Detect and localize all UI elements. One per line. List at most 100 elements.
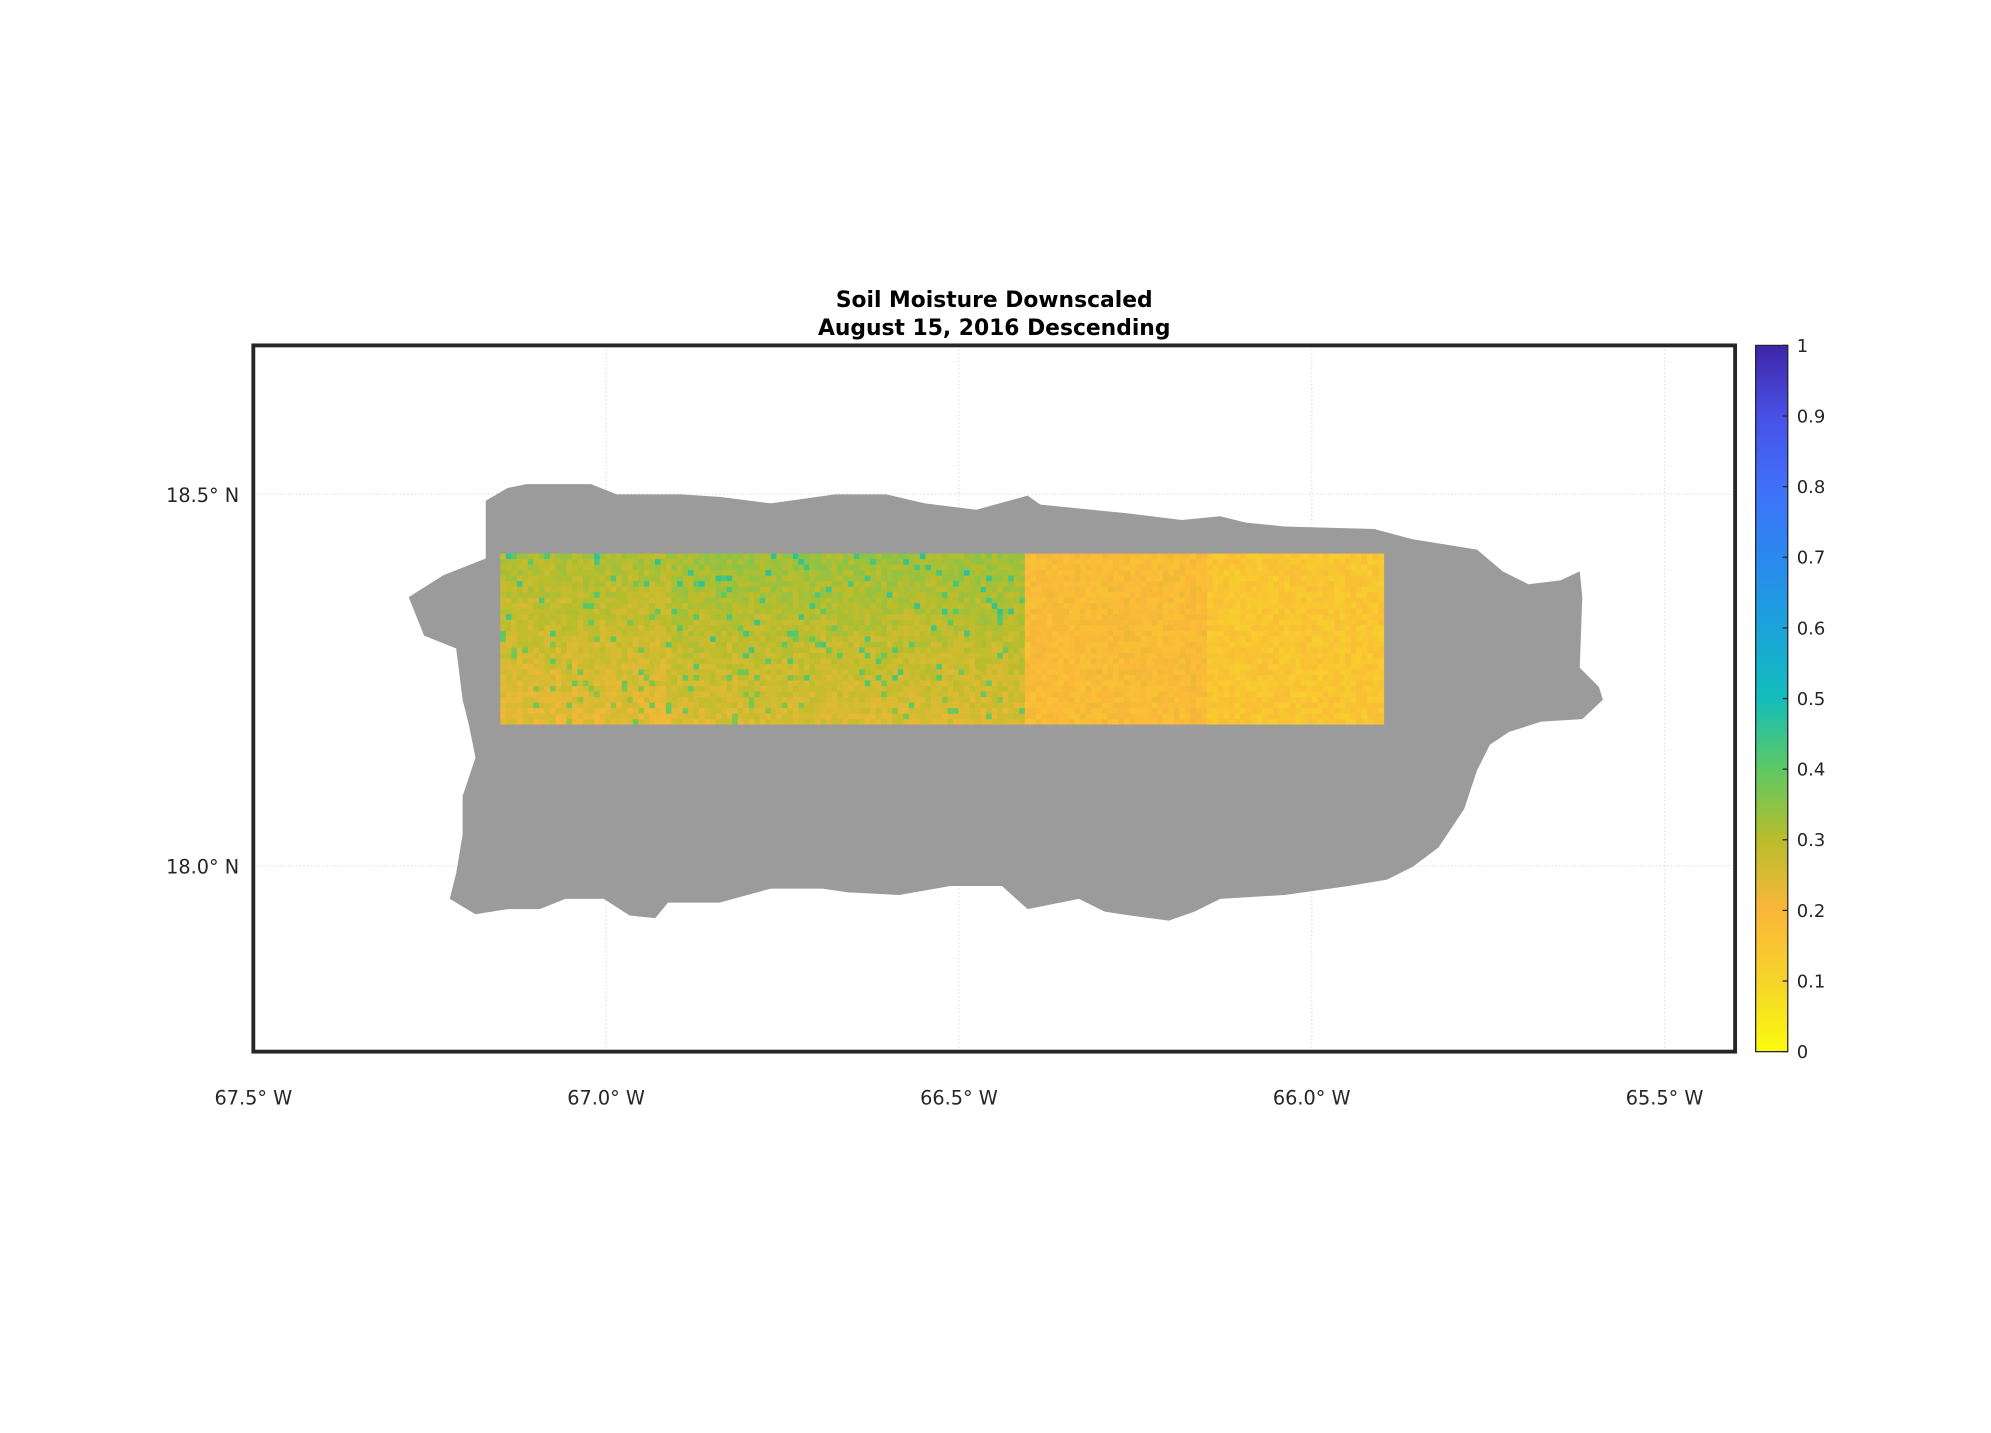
heatmap-cell: [881, 697, 888, 704]
heatmap-cell: [643, 625, 650, 632]
heatmap-cell: [781, 559, 788, 565]
heatmap-cell: [1284, 686, 1291, 692]
heatmap-cell: [1278, 619, 1285, 626]
heatmap-cell: [809, 652, 816, 659]
heatmap-cell: [1273, 619, 1280, 626]
heatmap-cell: [566, 641, 573, 648]
heatmap-cell: [842, 636, 849, 643]
heatmap-cell: [1234, 614, 1241, 621]
heatmap-cell: [1240, 553, 1247, 560]
heatmap-cell: [1113, 713, 1120, 720]
heatmap-cell: [925, 597, 932, 604]
heatmap-cell: [1267, 669, 1274, 676]
heatmap-cell: [1361, 697, 1368, 704]
heatmap-cell: [621, 575, 628, 582]
heatmap-cell: [516, 564, 523, 571]
heatmap-cell: [516, 636, 523, 643]
heatmap-cell: [903, 597, 910, 604]
heatmap-cell: [1107, 658, 1114, 665]
heatmap-cell: [699, 697, 705, 704]
heatmap-cell: [1085, 608, 1092, 615]
heatmap-cell: [1317, 614, 1324, 621]
heatmap-cell: [1223, 636, 1230, 643]
heatmap-cell: [1063, 691, 1070, 698]
heatmap-cell: [1367, 619, 1374, 626]
heatmap-cell: [1328, 663, 1335, 670]
heatmap-cell: [1262, 713, 1269, 720]
heatmap-cell: [1345, 652, 1351, 659]
heatmap-cell: [930, 719, 937, 725]
heatmap-cell: [699, 570, 705, 577]
heatmap-cell: [1173, 702, 1180, 709]
heatmap-cell: [1002, 697, 1009, 704]
heatmap-cell: [1322, 652, 1329, 659]
heatmap-cell: [710, 575, 717, 582]
heatmap-cell: [930, 608, 937, 615]
heatmap-cell: [1129, 559, 1136, 565]
heatmap-cell: [1273, 708, 1280, 715]
heatmap-cell: [649, 586, 656, 593]
heatmap-cell: [870, 553, 877, 560]
heatmap-cell: [1345, 675, 1351, 681]
heatmap-cell: [594, 564, 601, 571]
heatmap-cell: [561, 581, 567, 588]
heatmap-cell: [710, 719, 717, 725]
heatmap-cell: [599, 636, 606, 643]
heatmap-cell: [1008, 675, 1015, 681]
heatmap-cell: [975, 597, 982, 604]
heatmap-cell: [803, 669, 810, 676]
heatmap-cell: [1367, 586, 1374, 593]
heatmap-cell: [627, 647, 634, 654]
heatmap-cell: [1317, 608, 1324, 615]
heatmap-cell: [1041, 641, 1048, 648]
heatmap-cell: [1024, 586, 1031, 593]
heatmap-cell: [743, 713, 750, 720]
heatmap-cell: [980, 630, 987, 637]
heatmap-cell: [561, 570, 567, 577]
heatmap-cell: [986, 570, 993, 577]
heatmap-cell: [1345, 586, 1351, 593]
heatmap-cell: [881, 708, 888, 715]
heatmap-cell: [1218, 570, 1224, 577]
heatmap-cell: [1240, 614, 1247, 621]
heatmap-cell: [947, 619, 954, 626]
heatmap-cell: [776, 559, 783, 565]
heatmap-cell: [881, 641, 888, 648]
heatmap-cell: [516, 592, 523, 599]
heatmap-cell: [599, 686, 606, 692]
heatmap-cell: [715, 663, 722, 670]
heatmap-cell: [693, 586, 700, 593]
heatmap-cell: [1240, 570, 1247, 577]
heatmap-cell: [1284, 564, 1291, 571]
heatmap-cell: [925, 570, 932, 577]
heatmap-cell: [1162, 592, 1169, 599]
heatmap-cell: [505, 581, 512, 588]
heatmap-cell: [1162, 641, 1169, 648]
heatmap-cell: [1019, 603, 1026, 610]
heatmap-cell: [1063, 702, 1070, 709]
heatmap-cell: [1085, 559, 1092, 565]
heatmap-cell: [671, 597, 678, 604]
heatmap-cell: [903, 647, 910, 654]
heatmap-cell: [1356, 697, 1363, 704]
heatmap-cell: [1218, 686, 1224, 692]
heatmap-cell: [1129, 630, 1136, 637]
heatmap-cell: [643, 597, 650, 604]
heatmap-cell: [726, 658, 733, 665]
heatmap-cell: [859, 697, 866, 704]
heatmap-cell: [892, 630, 899, 637]
heatmap-cell: [1129, 691, 1136, 698]
heatmap-cell: [1107, 603, 1114, 610]
heatmap-cell: [809, 614, 816, 621]
heatmap-cell: [616, 608, 623, 615]
heatmap-cell: [1096, 614, 1103, 621]
heatmap-cell: [803, 619, 810, 626]
heatmap-cell: [1190, 614, 1197, 621]
heatmap-cell: [1085, 691, 1092, 698]
heatmap-cell: [991, 697, 998, 704]
heatmap-cell: [1339, 652, 1346, 659]
heatmap-cell: [831, 641, 838, 648]
heatmap-cell: [1046, 708, 1053, 715]
heatmap-cell: [754, 581, 761, 588]
heatmap-cell: [638, 708, 645, 715]
